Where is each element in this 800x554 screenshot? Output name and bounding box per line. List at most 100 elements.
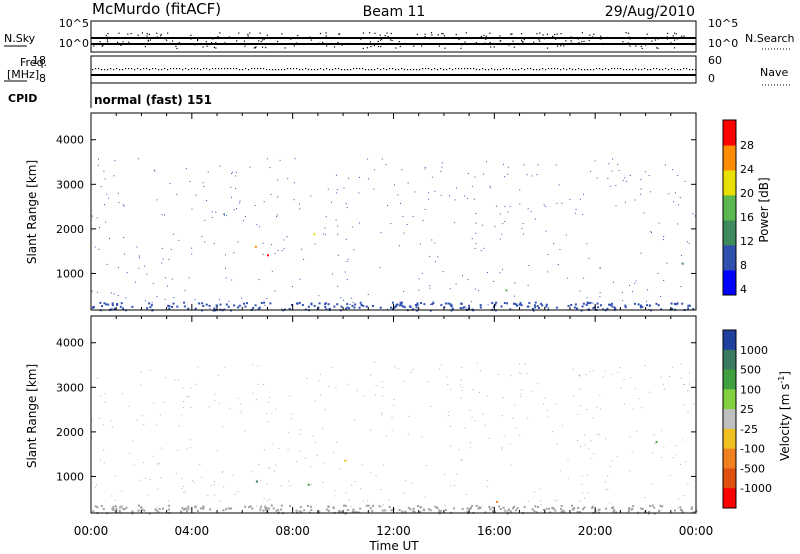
scatter-point	[158, 507, 161, 510]
status-point	[118, 32, 120, 34]
status-point	[122, 69, 124, 71]
status-point	[305, 68, 307, 70]
status-point	[602, 69, 604, 71]
status-point	[650, 69, 652, 71]
status-point	[442, 33, 444, 35]
scatter-point	[455, 283, 457, 285]
scatter-point	[629, 436, 631, 438]
scatter-point	[325, 234, 327, 236]
scatter-point	[644, 171, 646, 173]
scatter-point	[106, 193, 108, 195]
scatter-point	[628, 284, 630, 286]
scatter-point	[554, 500, 556, 502]
scatter-point	[617, 372, 619, 374]
y-tick-label: 4000	[56, 337, 84, 350]
status-point	[119, 69, 121, 71]
scatter-point	[572, 368, 574, 370]
status-point	[587, 69, 589, 71]
scatter-point	[683, 495, 685, 497]
scatter-point	[286, 236, 288, 238]
scatter-point	[677, 223, 679, 225]
scatter-point	[140, 506, 143, 509]
status-point	[483, 34, 485, 36]
status-point	[467, 68, 469, 70]
scatter-point	[406, 224, 408, 226]
status-point	[510, 33, 512, 35]
scatter-point	[137, 509, 140, 512]
scatter-point	[679, 506, 682, 509]
colorbar-segment	[723, 245, 736, 271]
status-point	[386, 32, 388, 34]
scatter-point	[441, 166, 443, 168]
scatter-point	[116, 302, 119, 305]
status-point	[269, 43, 271, 46]
status-point	[107, 32, 109, 35]
scatter-point	[475, 212, 477, 214]
status-point	[275, 69, 277, 71]
status-point	[107, 41, 109, 43]
scatter-point	[239, 412, 241, 414]
status-point	[295, 42, 298, 44]
scatter-point	[527, 208, 529, 210]
scatter-point	[256, 224, 258, 226]
scatter-point	[429, 309, 432, 312]
scatter-point	[531, 390, 533, 392]
scatter-point	[266, 298, 268, 300]
status-point	[269, 69, 271, 71]
status-point	[228, 36, 230, 38]
status-point	[368, 69, 370, 71]
status-point	[353, 68, 355, 70]
status-point	[666, 38, 669, 40]
scatter-point	[367, 500, 369, 502]
scatter-point	[279, 159, 281, 161]
scatter-point	[354, 481, 356, 483]
status-point	[458, 68, 460, 70]
scatter-point	[605, 488, 607, 490]
status-point	[557, 68, 559, 70]
scatter-point	[339, 468, 341, 470]
status-point	[560, 45, 562, 47]
status-point	[379, 39, 382, 41]
scatter-point	[495, 301, 498, 304]
scatter-point	[153, 455, 155, 457]
scatter-point	[117, 294, 119, 296]
scatter-point	[360, 488, 362, 490]
status-point	[149, 69, 151, 71]
scatter-point	[479, 306, 482, 309]
status-point	[242, 69, 244, 71]
scatter-point	[189, 447, 191, 449]
scatter-point	[299, 208, 301, 210]
scatter-point	[649, 505, 652, 508]
status-point	[290, 68, 292, 70]
scatter-point	[295, 302, 298, 305]
scatter-point	[370, 472, 372, 474]
scatter-point	[176, 193, 178, 195]
scatter-point	[680, 377, 682, 379]
scatter-point	[576, 307, 579, 310]
scatter-point	[439, 368, 441, 370]
status-point	[455, 68, 457, 70]
scatter-point	[184, 290, 186, 292]
scatter-point	[122, 507, 125, 510]
scatter-point	[379, 306, 382, 309]
scatter-point	[385, 435, 387, 437]
scatter-point	[322, 428, 324, 430]
scatter-point	[230, 196, 232, 198]
scatter-point	[340, 305, 343, 308]
scatter-point	[173, 296, 175, 298]
status-point	[318, 42, 320, 44]
scatter-point	[143, 509, 146, 512]
status-point	[511, 33, 513, 35]
scatter-point	[604, 481, 606, 483]
scatter-point	[146, 273, 148, 275]
status-point	[640, 45, 642, 48]
scatter-point	[269, 467, 271, 469]
scatter-point	[425, 464, 427, 466]
status-point	[236, 40, 238, 42]
scatter-point	[271, 270, 273, 272]
scatter-point	[120, 505, 123, 508]
scatter-point	[362, 500, 364, 502]
x-tick-label: 04:00	[175, 524, 210, 538]
scatter-point	[353, 249, 355, 251]
status-point	[398, 41, 400, 43]
